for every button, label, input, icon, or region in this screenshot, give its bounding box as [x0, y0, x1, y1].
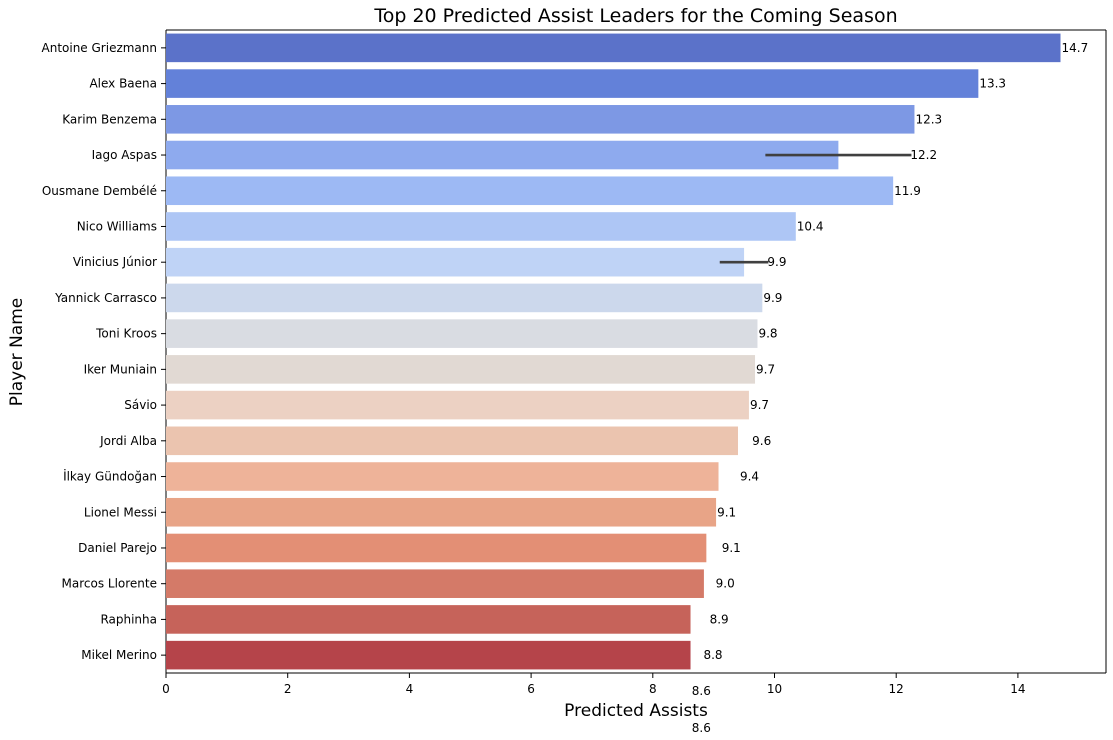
x-tick-label: 14 [1010, 682, 1025, 696]
bar [166, 462, 719, 491]
y-tick-label: İlkay Gündoğan [63, 469, 157, 484]
data-label: 12.2 [910, 148, 937, 162]
data-label: 9.7 [756, 362, 775, 376]
x-tick-label: 10 [767, 682, 782, 696]
y-tick-label: Karim Benzema [62, 112, 157, 126]
y-tick-label: Toni Kroos [95, 327, 157, 341]
data-label: 9.0 [716, 577, 735, 591]
data-label: 9.6 [752, 434, 771, 448]
bar [166, 497, 717, 527]
y-tick-label: Marcos Llorente [62, 577, 158, 591]
bar [166, 533, 707, 563]
y-tick-label: Raphinha [100, 612, 157, 626]
bar [166, 283, 763, 313]
data-label: 9.8 [758, 327, 777, 341]
bar [166, 640, 691, 670]
bar [166, 176, 894, 206]
y-axis-label: Player Name [7, 298, 27, 406]
bar [166, 33, 1061, 63]
data-label: 10.4 [797, 219, 824, 233]
x-tick-label: 2 [284, 682, 292, 696]
y-tick-label: Jordi Alba [99, 434, 157, 448]
bar [166, 212, 796, 241]
x-tick-label: 4 [406, 682, 414, 696]
data-label: 8.9 [710, 612, 729, 626]
y-tick-label: Daniel Parejo [78, 541, 157, 555]
x-axis-label: Predicted Assists [564, 701, 708, 721]
data-label: 8.6 [692, 721, 711, 735]
plot-area: 0 2 4 6 8 10 12 14 Antoine Griezmann 14.7 Alex Bae… [42, 29, 1107, 735]
bar [166, 355, 756, 384]
y-tick-label: Mikel Merino [81, 648, 157, 662]
x-tick-label: 6 [527, 682, 535, 696]
x-tick-label: 0 [162, 682, 170, 696]
data-label: 9.1 [717, 505, 736, 519]
data-label: 9.7 [750, 398, 769, 412]
data-label: 9.4 [740, 470, 759, 484]
bar [166, 69, 979, 98]
y-tick-label: Yannick Carrasco [54, 291, 157, 305]
y-tick-label: Iker Muniain [84, 362, 157, 376]
bar [166, 140, 839, 170]
bar [166, 569, 704, 598]
y-tick-label: Ousmane Dembélé [42, 184, 157, 198]
y-tick-label: Lionel Messi [84, 505, 157, 519]
y-tick-label: Alex Baena [89, 77, 157, 91]
bar [166, 319, 758, 348]
data-label: 14.7 [1061, 41, 1088, 55]
y-tick-label: Iago Aspas [92, 148, 157, 162]
data-label: 12.3 [915, 112, 942, 126]
chart-title: Top 20 Predicted Assist Leaders for the … [373, 5, 897, 27]
data-label: 9.9 [763, 291, 782, 305]
data-label: 11.9 [894, 184, 921, 198]
bar [166, 105, 915, 134]
data-label: 8.8 [703, 648, 722, 662]
bar [166, 390, 749, 420]
y-tick-label: Vinicius Júnior [73, 255, 157, 269]
data-label: 8.6 [692, 684, 711, 698]
data-label: 9.1 [722, 541, 741, 555]
data-label: 13.3 [979, 77, 1006, 91]
y-tick-label: Antoine Griezmann [42, 41, 158, 55]
x-tick-label: 12 [889, 682, 904, 696]
bar [166, 426, 738, 456]
data-label: 9.9 [767, 255, 786, 269]
bar [166, 247, 745, 277]
bar [166, 605, 691, 634]
y-tick-label: Nico Williams [77, 219, 157, 233]
x-tick-label: 8 [649, 682, 657, 696]
y-tick-label: Sávio [124, 398, 157, 412]
